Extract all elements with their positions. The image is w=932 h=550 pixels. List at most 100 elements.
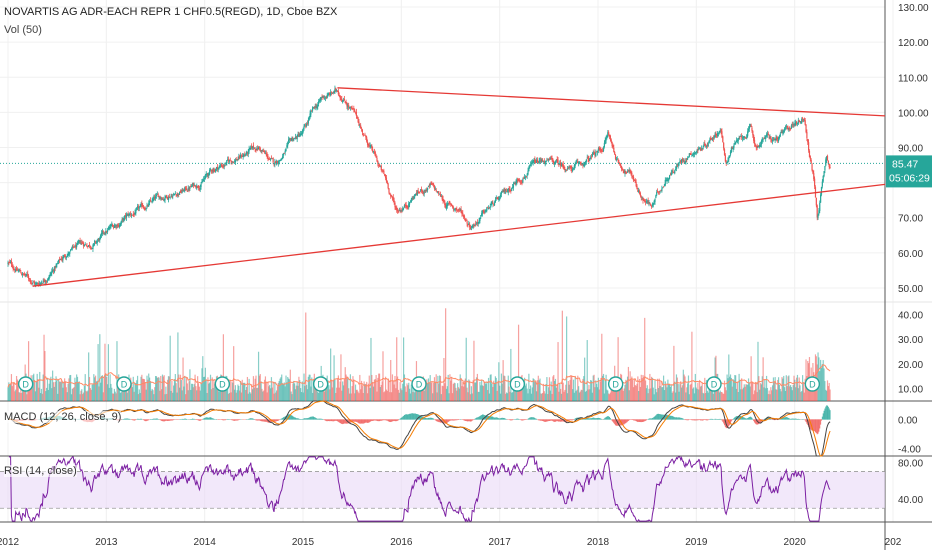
macd-histogram-bar [273,419,275,423]
price-candle [24,273,26,276]
volume-bar [408,382,410,401]
price-candle [94,240,96,243]
macd-histogram-bar [806,419,808,424]
macd-histogram-bar [464,419,466,421]
volume-bar [445,388,448,401]
macd-histogram-bar [430,417,432,420]
volume-bar [243,382,245,401]
volume-bar [695,387,697,401]
price-candle [60,258,62,260]
macd-histogram-bar [477,417,479,420]
rsi-legend: RSI (14, close) [4,465,77,477]
volume-bar [112,393,114,401]
volume-bar [789,386,791,401]
macd-histogram-bar [593,417,595,420]
price-candle [731,147,733,149]
volume-bar [34,391,37,401]
price-candle [386,181,388,184]
price-candle [439,193,441,195]
price-candle [56,263,58,265]
macd-histogram-bar [758,419,760,425]
price-candle [215,166,218,170]
volume-bar [651,377,654,401]
volume-bar [652,387,654,401]
volume-bar [87,390,89,401]
macd-histogram-bar [728,419,730,427]
macd-histogram-bar [722,419,724,422]
volume-bar [564,389,566,401]
volume-bar [253,387,255,401]
volume-bar [597,377,599,401]
volume-bar [163,375,165,401]
price-candle [821,181,823,187]
price-candle [415,193,417,195]
volume-bar [152,390,154,401]
price-candle [798,119,800,122]
macd-histogram-bar [639,419,641,422]
volume-bar [590,380,593,401]
macd-histogram-bar [447,419,449,423]
price-candle [173,194,175,196]
price-candle [532,161,534,163]
price-candle [709,138,711,142]
price-candle [412,198,414,200]
price-candle [214,170,216,172]
price-candle [557,159,559,164]
price-candle [426,189,428,191]
macd-histogram-bar [645,419,647,421]
price-candle [142,206,145,208]
price-candle [529,165,531,169]
volume-bar [451,393,454,401]
macd-histogram-bar [396,419,398,422]
macd-histogram-bar [776,419,778,420]
price-candle [151,199,153,203]
macd-histogram-bar [216,419,218,420]
volume-bar [545,383,547,401]
volume-bar [753,394,755,401]
price-candle [378,164,381,167]
volume-bar [222,334,224,401]
price-candle [11,264,13,268]
price-candle [463,216,466,219]
price-candle [651,204,654,206]
volume-bar [354,384,357,401]
price-candle [450,203,452,205]
price-candle [719,130,721,132]
volume-bar [233,346,235,401]
macd-histogram-bar [679,417,681,420]
volume-bar [259,374,261,401]
price-candle [732,147,734,150]
price-candle [115,225,117,227]
price-candle [523,178,525,179]
volume-bar [46,387,48,401]
price-candle [755,145,757,148]
price-candle [12,267,14,269]
macd-histogram-bar [414,413,416,420]
price-candle [542,160,544,162]
macd-histogram-bar [523,419,525,421]
macd-histogram-bar [354,419,356,422]
macd-histogram-bar [486,415,488,420]
price-candle [238,156,240,159]
macd-histogram-bar [652,417,654,420]
macd-histogram-bar [665,414,667,420]
volume-bar [347,378,349,401]
price-candle [263,151,265,153]
volume-bar [115,393,117,401]
macd-histogram-bar [230,419,232,420]
price-candle [804,120,806,125]
price-candle [51,271,53,274]
volume-bar [300,392,303,401]
volume-bar [670,384,672,401]
macd-histogram-bar [153,418,155,420]
price-candle [262,150,264,152]
macd-histogram-bar [626,419,628,423]
volume-bar [621,382,624,401]
price-candle [403,205,406,208]
volume-bar [777,379,779,401]
macd-histogram-bar [355,419,357,422]
volume-bar [747,384,749,401]
price-candle [141,203,143,206]
macd-histogram-bar [280,418,282,420]
